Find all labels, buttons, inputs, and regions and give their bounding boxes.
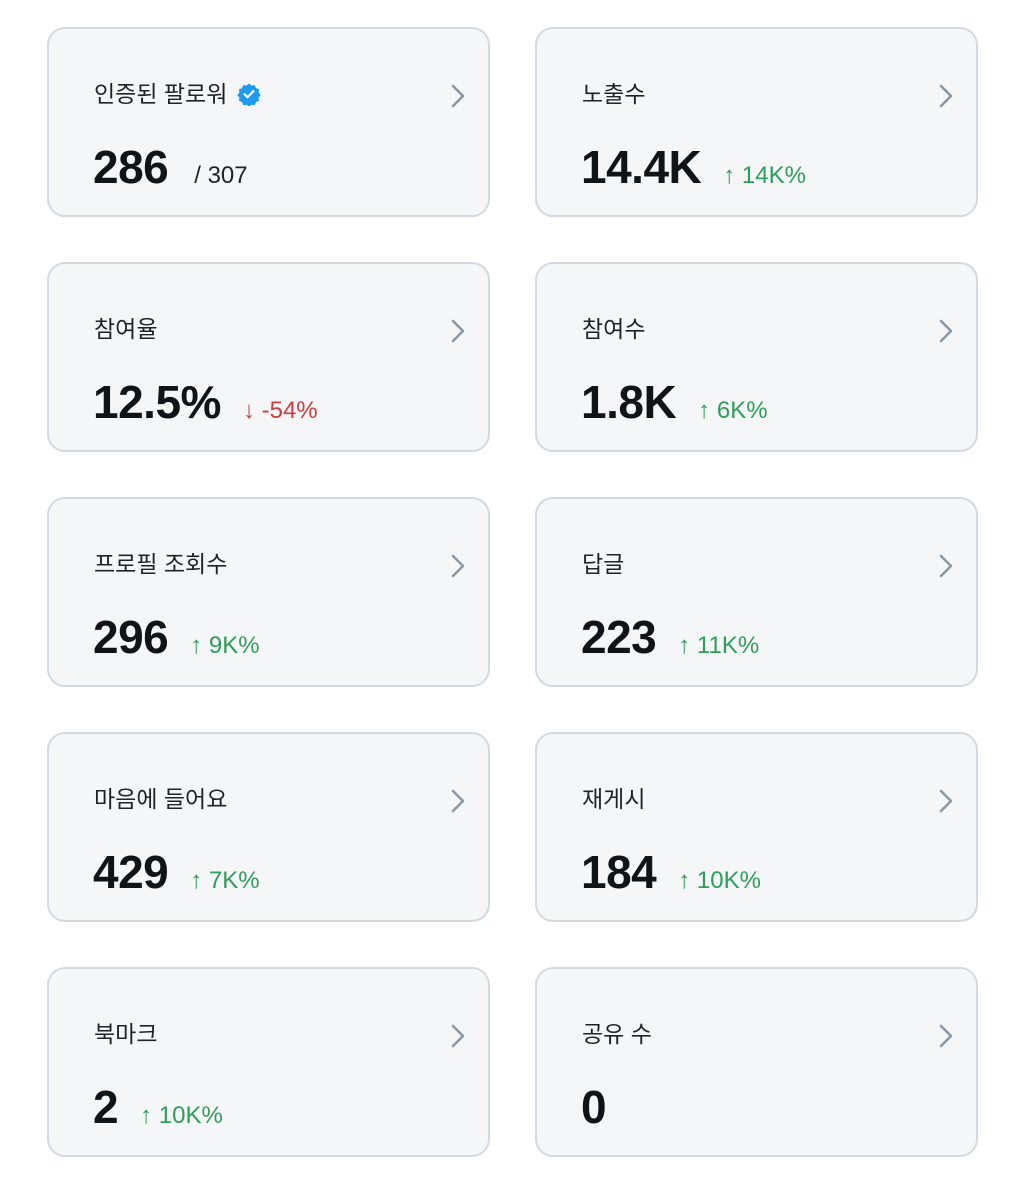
metrics-grid: 인증된 팔로워 286 / 307 노출수 14.4K ↑ 14K% 참여율 [47, 27, 978, 1157]
value-row: 2 ↑ 10K% [93, 1079, 223, 1135]
value-row: 286 / 307 [93, 139, 248, 195]
metric-change: ↓ -54% [242, 397, 318, 424]
verified-badge-icon [237, 83, 261, 106]
chevron-right-icon[interactable] [446, 552, 470, 580]
metric-card-engagements[interactable]: 참여수 1.8K ↑ 6K% [535, 262, 978, 452]
value-row: 12.5% ↓ -54% [93, 374, 318, 430]
metric-change: ↑ 14K% [723, 162, 806, 189]
chevron-right-icon[interactable] [446, 82, 470, 110]
card-title: 참여수 [582, 315, 645, 343]
metric-value: 0 [581, 1081, 607, 1133]
metric-card-verified-followers[interactable]: 인증된 팔로워 286 / 307 [47, 27, 490, 217]
card-title: 북마크 [94, 1020, 157, 1048]
metric-value: 14.4K [581, 141, 702, 193]
card-title: 인증된 팔로워 [94, 80, 261, 108]
card-title: 노출수 [582, 80, 645, 108]
metric-value: 296 [93, 611, 169, 663]
metric-value: 223 [581, 611, 657, 663]
chevron-right-icon[interactable] [446, 1022, 470, 1050]
chevron-right-icon[interactable] [446, 787, 470, 815]
metric-change: ↑ 11K% [678, 632, 760, 659]
value-row: 223 ↑ 11K% [581, 609, 759, 665]
card-label: 마음에 들어요 [94, 786, 228, 812]
card-label: 답글 [582, 551, 625, 577]
card-label: 인증된 팔로워 [94, 81, 228, 107]
card-label: 북마크 [94, 1021, 158, 1047]
metric-change: ↑ 10K% [678, 867, 761, 894]
chevron-right-icon[interactable] [934, 552, 958, 580]
metric-card-likes[interactable]: 마음에 들어요 429 ↑ 7K% [47, 732, 490, 922]
value-row: 184 ↑ 10K% [581, 844, 761, 900]
card-label: 재게시 [582, 786, 646, 812]
metric-value: 184 [581, 846, 657, 898]
metric-card-bookmarks[interactable]: 북마크 2 ↑ 10K% [47, 967, 490, 1157]
chevron-right-icon[interactable] [446, 317, 470, 345]
card-label: 프로필 조회수 [94, 551, 228, 577]
metric-total: / 307 [194, 162, 248, 189]
card-title: 재게시 [582, 785, 645, 813]
card-title: 공유 수 [582, 1020, 652, 1048]
card-label: 참여율 [94, 316, 158, 342]
value-row: 14.4K ↑ 14K% [581, 139, 806, 195]
metric-value: 2 [93, 1081, 119, 1133]
chevron-right-icon[interactable] [934, 1022, 958, 1050]
metric-value: 12.5% [93, 376, 221, 428]
chevron-right-icon[interactable] [934, 787, 958, 815]
value-row: 429 ↑ 7K% [93, 844, 260, 900]
metric-card-replies[interactable]: 답글 223 ↑ 11K% [535, 497, 978, 687]
value-row: 296 ↑ 9K% [93, 609, 260, 665]
metric-change: ↑ 6K% [698, 397, 768, 424]
card-label: 노출수 [582, 81, 646, 107]
metric-card-impressions[interactable]: 노출수 14.4K ↑ 14K% [535, 27, 978, 217]
metric-value: 286 [93, 141, 169, 193]
card-title: 참여율 [94, 315, 157, 343]
metric-card-shares[interactable]: 공유 수 0 [535, 967, 978, 1157]
card-title: 프로필 조회수 [94, 550, 227, 578]
metric-change: ↑ 7K% [190, 867, 260, 894]
card-title: 마음에 들어요 [94, 785, 227, 813]
metric-change: ↑ 9K% [190, 632, 260, 659]
card-title: 답글 [582, 550, 624, 578]
card-label: 참여수 [582, 316, 646, 342]
card-label: 공유 수 [582, 1021, 652, 1047]
metric-value: 1.8K [581, 376, 677, 428]
metric-card-reposts[interactable]: 재게시 184 ↑ 10K% [535, 732, 978, 922]
chevron-right-icon[interactable] [934, 82, 958, 110]
metric-value: 429 [93, 846, 169, 898]
metric-card-profile-visits[interactable]: 프로필 조회수 296 ↑ 9K% [47, 497, 490, 687]
value-row: 1.8K ↑ 6K% [581, 374, 768, 430]
metric-card-engagement-rate[interactable]: 참여율 12.5% ↓ -54% [47, 262, 490, 452]
chevron-right-icon[interactable] [934, 317, 958, 345]
value-row: 0 [581, 1079, 607, 1135]
metric-change: ↑ 10K% [140, 1102, 223, 1129]
